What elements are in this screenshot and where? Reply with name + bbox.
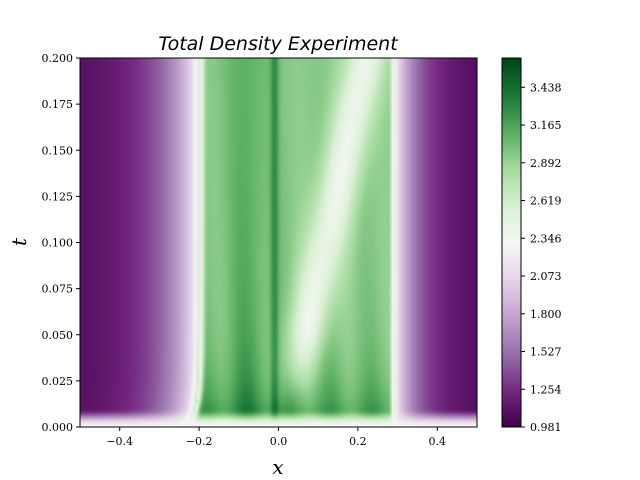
colorbar-ticks: 0.981 1.254 1.527 1.800 2.073 2.346 2.619 2.892… [521,81,562,434]
y-axis: 0.000 0.025 0.050 0.075 0.100 0.125 0.150 0.175… [42,52,80,434]
colorbar-tick-label: 1.800 [530,308,562,321]
x-tick-label: 0.4 [429,435,447,448]
colorbar-tick-label: 1.527 [530,346,562,359]
density-heatmap-image [80,58,477,427]
colorbar-tick-label: 1.254 [530,383,562,396]
y-tick-label: 0.125 [42,190,74,203]
x-tick-label: −0.4 [106,435,133,448]
x-tick-label: 0.0 [270,435,288,448]
colorbar-tick-label: 2.619 [530,195,562,208]
colorbar-tick-label: 3.438 [530,81,562,94]
colorbar: 0.981 1.254 1.527 1.800 2.073 2.346 2.619 2.892… [501,57,562,434]
y-tick-label: 0.075 [42,283,74,296]
y-tick-label: 0.150 [42,144,74,157]
colorbar-tick-label: 2.892 [530,157,562,170]
colorbar-frame [501,57,522,428]
y-tick-label: 0.000 [42,421,74,434]
y-tick-label: 0.025 [42,375,74,388]
colorbar-tick-label: 2.346 [530,232,562,245]
x-tick-label: 0.2 [349,435,367,448]
colorbar-tick-label: 0.981 [530,421,562,434]
heatmap-plot-area [79,57,478,428]
y-axis-label: t [7,237,31,246]
x-tick-label: −0.2 [186,435,213,448]
y-tick-label: 0.100 [42,237,74,250]
y-tick-label: 0.050 [42,329,74,342]
colorbar-tick-label: 2.073 [530,270,562,283]
x-axis: −0.4 −0.2 0.0 0.2 0.4 [106,427,446,448]
y-tick-label: 0.175 [42,98,74,111]
x-axis-label: x [272,455,283,479]
chart-title: Total Density Experiment [158,33,399,55]
y-tick-label: 0.200 [42,52,74,65]
colorbar-tick-label: 3.165 [530,119,562,132]
colorbar-gradient [502,58,521,427]
